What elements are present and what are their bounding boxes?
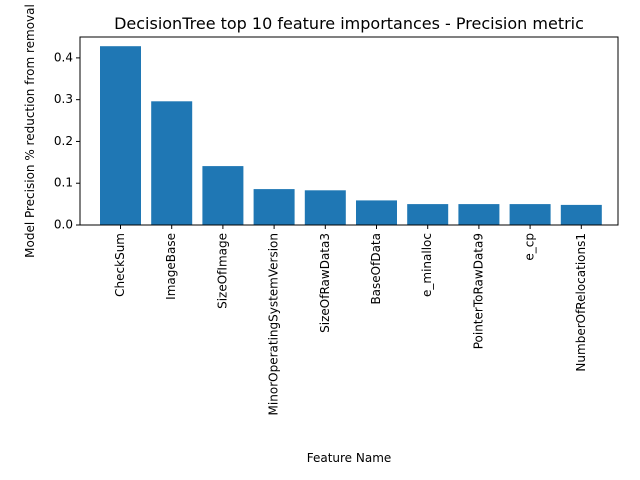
x-tick-label: NumberOfRelocations1 (574, 233, 588, 372)
y-axis: 0.0 0.1 0.2 0.3 0.4 (54, 50, 80, 232)
bar-BaseOfData (356, 200, 397, 225)
y-tick-label: 0.4 (54, 50, 73, 64)
x-tick-label: MinorOperatingSystemVersion (267, 233, 281, 415)
x-axis-label: Feature Name (307, 451, 392, 465)
bar-CheckSum (100, 46, 141, 226)
bar-PointerToRawData9 (458, 204, 500, 225)
bar-SizeOfImage (202, 166, 244, 225)
bar-e_cp (509, 204, 551, 225)
x-tick-label: e_minalloc (420, 233, 434, 297)
chart-title: DecisionTree top 10 feature importances … (114, 14, 584, 33)
x-tick-label: CheckSum (113, 233, 127, 297)
bar-NumberOfRelocations1 (560, 204, 602, 225)
x-axis: CheckSum ImageBase SizeOfImage MinorOperati… (113, 225, 588, 415)
x-tick-label: SizeOfImage (215, 233, 229, 309)
bar-SizeOfRawData3 (304, 190, 346, 225)
y-tick-label: 0.3 (54, 92, 73, 106)
bar-MinorOperatingSystemVersion (253, 189, 295, 225)
x-tick-label: ImageBase (164, 233, 178, 300)
bar-ImageBase (151, 101, 193, 225)
y-tick-label: 0.2 (54, 134, 73, 148)
bars-group (100, 46, 602, 226)
y-tick-label: 0.0 (54, 218, 73, 232)
x-tick-label: BaseOfData (369, 233, 383, 305)
x-tick-label: e_cp (523, 233, 537, 261)
y-tick-label: 0.1 (54, 176, 73, 190)
bar-e_minalloc (407, 204, 449, 225)
plot-frame (79, 36, 619, 226)
y-axis-label: Model Precision % reduction from removal (23, 4, 37, 258)
x-tick-label: PointerToRawData9 (471, 233, 485, 349)
x-tick-label: SizeOfRawData3 (318, 233, 332, 333)
